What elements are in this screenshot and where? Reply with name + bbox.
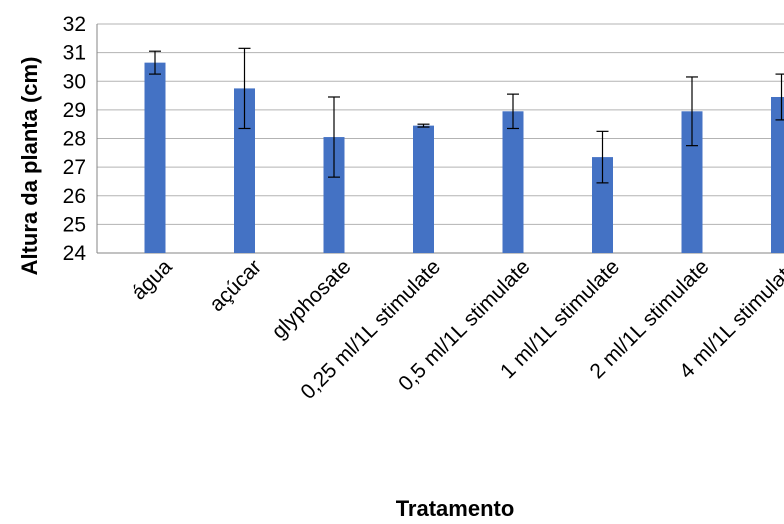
error-bar	[775, 73, 784, 121]
gridlines	[96, 23, 784, 254]
x-axis-title: Tratamento	[396, 496, 515, 521]
bar	[234, 88, 255, 253]
y-tick-label: 26	[63, 185, 86, 208]
error-bar	[238, 47, 251, 130]
y-tick-label: 25	[63, 213, 86, 236]
y-tick-label: 31	[63, 42, 86, 65]
error-bar	[328, 96, 340, 178]
x-tick-label: açúcar	[205, 255, 266, 316]
bar	[144, 62, 166, 253]
bar	[592, 157, 613, 253]
error-bar	[686, 76, 698, 147]
y-tick-label: 24	[63, 242, 87, 265]
x-tick-label: glyphosate	[267, 255, 355, 343]
error-bar	[507, 93, 519, 130]
error-bars	[149, 47, 784, 184]
y-axis-title: Altura da planta (cm)	[17, 57, 42, 276]
error-bar	[149, 50, 161, 75]
bar	[413, 125, 434, 253]
x-tick-label: água	[127, 255, 177, 305]
bar	[681, 111, 703, 254]
bar	[502, 111, 524, 254]
y-axis-ticks: 24 25 26 27 28 29 30 31 32	[63, 13, 87, 265]
y-tick-label: 27	[63, 156, 86, 179]
bar	[771, 96, 784, 254]
bars	[144, 62, 784, 254]
y-tick-label: 30	[63, 70, 86, 93]
error-bar	[417, 123, 430, 128]
bar	[323, 137, 345, 253]
y-tick-label: 28	[63, 128, 86, 151]
y-tick-label: 32	[63, 13, 86, 36]
error-bar	[596, 130, 609, 184]
y-tick-label: 29	[63, 99, 86, 122]
